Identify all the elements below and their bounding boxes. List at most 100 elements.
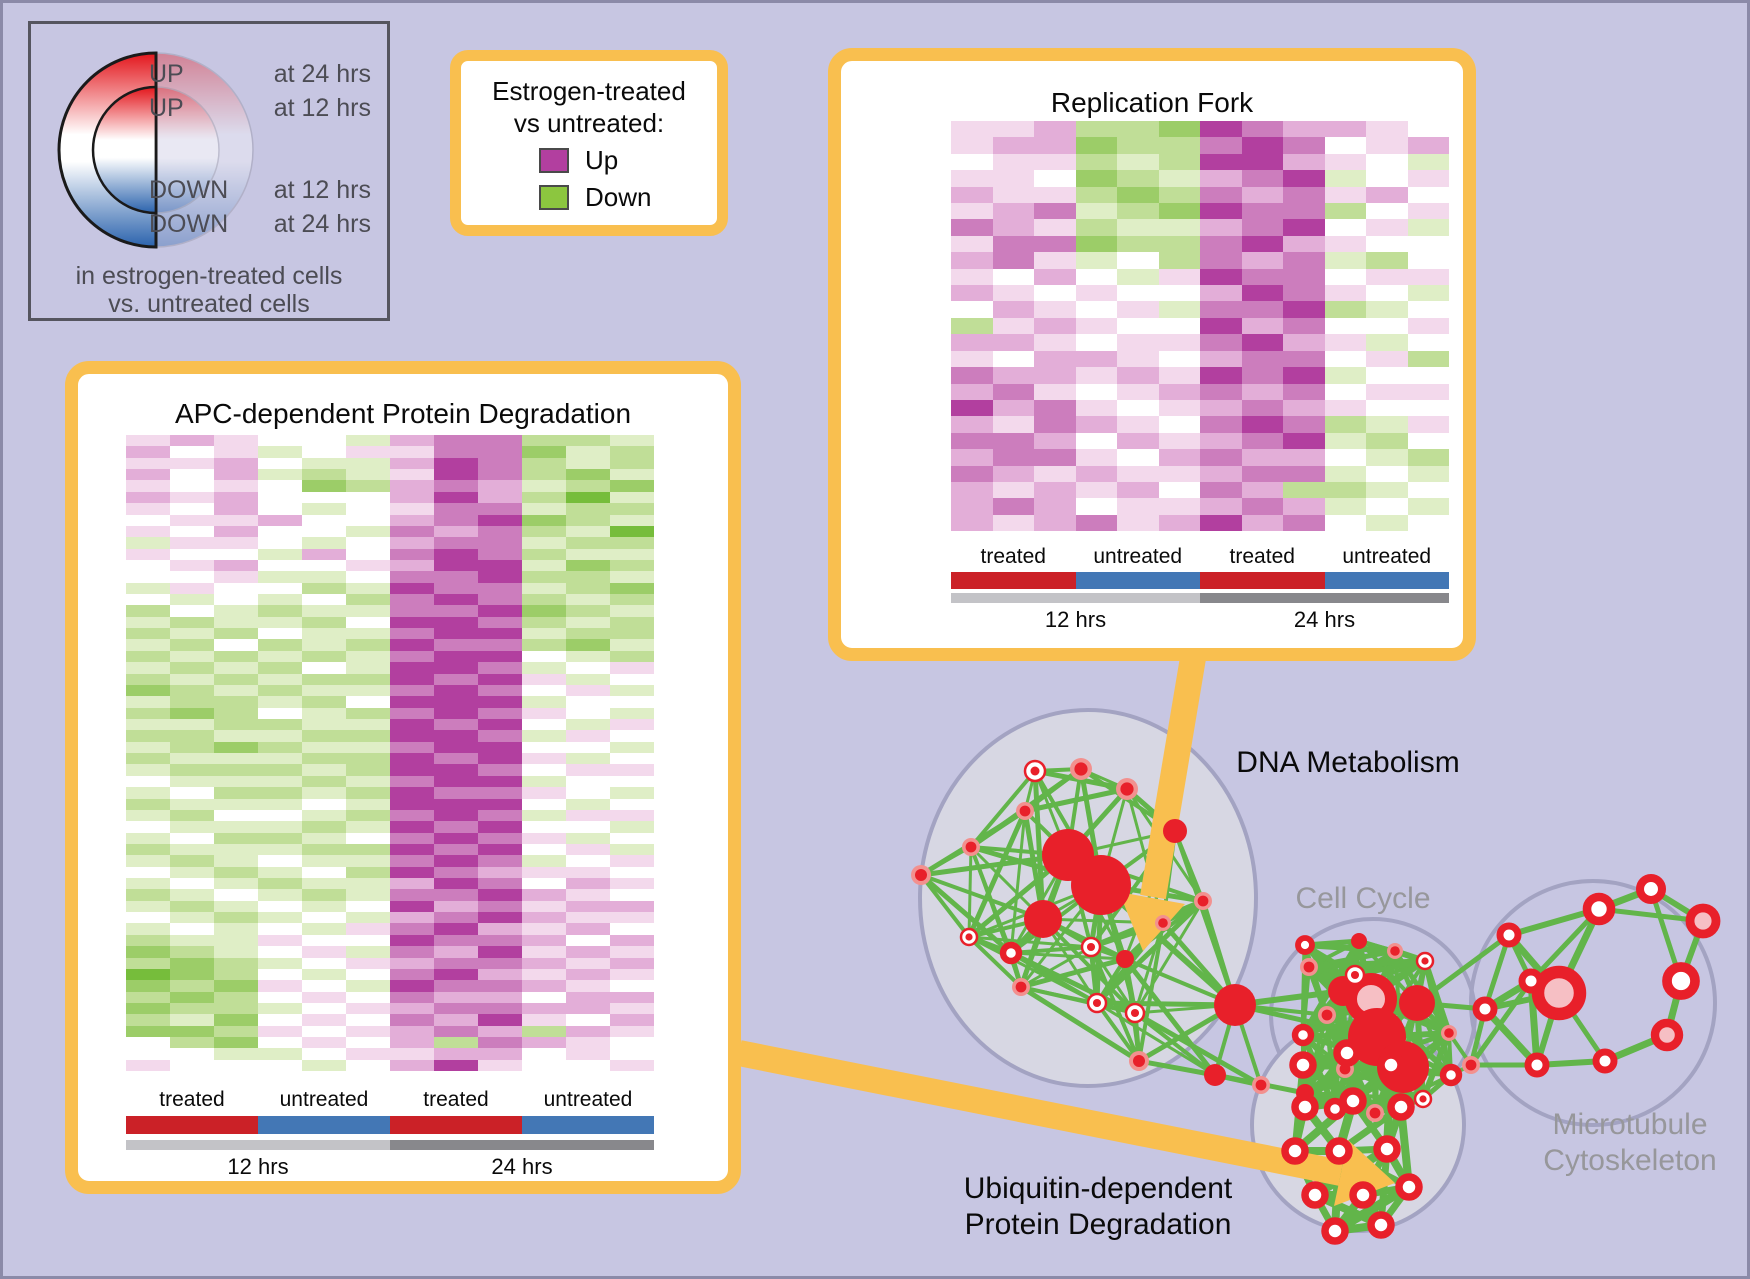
heatmap-row	[126, 1014, 654, 1026]
apc-degradation-heatmap	[126, 435, 654, 1072]
apc-12hrs-bar	[126, 1140, 390, 1150]
rf-12hrs-label: 12 hrs	[1044, 607, 1107, 632]
microtubule-label-line1: Microtubule	[1552, 1108, 1708, 1141]
rf-time-bars	[951, 593, 1449, 603]
rf-group-label-4: untreated	[1342, 545, 1432, 568]
rf-group-label-3: treated	[1229, 545, 1295, 568]
heatmap-row	[951, 317, 1449, 335]
heatmap-row	[126, 707, 654, 719]
heatmap-row	[126, 435, 654, 447]
heatmap-row	[126, 809, 654, 822]
heatmap-row	[126, 480, 654, 492]
heatmap-row	[126, 968, 654, 981]
apc-group-label-4: untreated	[543, 1088, 633, 1111]
rf-24hrs-label: 24 hrs	[1293, 607, 1356, 632]
heatmap-row	[126, 1059, 654, 1072]
replication-fork-heatmap	[951, 121, 1449, 532]
estrogen-legend-title-line1: Estrogen-treated	[492, 76, 686, 106]
heatmap-row	[126, 787, 654, 799]
heatmap-row	[951, 170, 1449, 187]
apc-treated-bar-1	[126, 1116, 258, 1134]
heatmap-row	[126, 548, 654, 560]
up-12-label: UP	[149, 94, 184, 122]
rf-group-label-2: untreated	[1093, 545, 1183, 568]
cell-cycle-label: Cell Cycle	[1295, 882, 1431, 915]
heatmap-row	[126, 741, 654, 754]
heatmap-row	[126, 559, 654, 572]
heatmap-row	[126, 684, 654, 697]
up-24-time: at 24 hrs	[273, 60, 371, 88]
heatmap-row	[126, 662, 654, 674]
heatmap-row	[951, 350, 1449, 368]
heatmap-row	[126, 889, 654, 901]
connector-arrow-head	[1334, 1140, 1395, 1206]
apc-group-label-2: untreated	[279, 1088, 369, 1111]
apc-untreated-bar-2	[522, 1116, 654, 1134]
connector-arrow-head	[1119, 892, 1185, 951]
updown-circle-legend: UP at 24 hrs UP at 12 hrs DOWN at 12 hrs…	[28, 21, 390, 321]
heatmap-row	[951, 383, 1449, 400]
rf-group-label-1: treated	[980, 545, 1046, 568]
heatmap-row	[126, 855, 654, 867]
down-12-time: at 12 hrs	[273, 176, 371, 204]
circle-legend-caption1: in estrogen-treated cells	[75, 262, 343, 290]
heatmap-row	[126, 491, 654, 504]
heatmap-row	[951, 449, 1449, 466]
dna-metabolism-label: DNA Metabolism	[1236, 746, 1460, 779]
heatmap-row	[951, 399, 1449, 417]
circle-legend-caption2: vs. untreated cells	[108, 290, 310, 318]
heatmap-row	[126, 718, 654, 731]
heatmap-row	[126, 1037, 654, 1049]
heatmap-row	[951, 334, 1449, 351]
heatmap-row	[126, 594, 654, 606]
heatmap-row	[951, 367, 1449, 384]
heatmap-row	[126, 582, 654, 595]
apc-group-label-3: treated	[423, 1088, 489, 1111]
heatmap-row	[126, 934, 654, 947]
heatmap-row	[951, 285, 1449, 302]
heatmap-row	[126, 866, 654, 879]
down-24-time: at 24 hrs	[273, 210, 371, 238]
up-color-swatch	[539, 148, 569, 173]
heatmap-row	[951, 203, 1449, 220]
heatmap-row	[951, 186, 1449, 204]
ubiquitin-label-line1: Ubiquitin-dependent	[963, 1172, 1233, 1205]
apc-time-labels: 12 hrs 24 hrs	[126, 1154, 654, 1180]
heatmap-row	[126, 525, 654, 538]
down-label: Down	[585, 182, 652, 212]
heatmap-row	[951, 252, 1449, 269]
heatmap-row	[126, 1048, 654, 1060]
heatmap-row	[126, 503, 654, 515]
microtubule-cytoskeleton-circle	[1469, 879, 1717, 1127]
legend-item-down: Down	[539, 182, 717, 213]
heatmap-row	[126, 628, 654, 640]
heatmap-row	[126, 616, 654, 629]
heatmap-row	[126, 537, 654, 549]
heatmap-row	[951, 235, 1449, 253]
heatmap-row	[126, 957, 654, 969]
heatmap-row	[951, 416, 1449, 433]
ubiquitin-degradation-label: Ubiquitin-dependent Protein Degradation	[928, 1171, 1268, 1243]
apc-12hrs-label: 12 hrs	[227, 1154, 289, 1179]
up-12-time: at 12 hrs	[273, 94, 371, 122]
heatmap-row	[951, 465, 1449, 482]
heatmap-row	[126, 469, 654, 481]
apc-treated-bar-2	[390, 1116, 522, 1134]
heatmap-row	[126, 639, 654, 651]
heatmap-row	[126, 980, 654, 992]
heatmap-row	[126, 730, 654, 742]
heatmap-row	[951, 137, 1449, 154]
replication-fork-panel: Replication Fork treated untreated treat…	[828, 48, 1476, 661]
ubiquitin-protein-degradation-circle	[1250, 1017, 1466, 1233]
heatmap-row	[126, 843, 654, 856]
heatmap-row	[951, 219, 1449, 236]
heatmap-row	[951, 481, 1449, 499]
heatmap-row	[126, 912, 654, 924]
heatmap-row	[126, 696, 654, 708]
apc-degradation-panel: APC-dependent Protein Degradation treate…	[65, 361, 741, 1194]
heatmap-row	[126, 991, 654, 1003]
heatmap-row	[126, 1002, 654, 1015]
rf-untreated-bar-2	[1324, 572, 1449, 589]
rf-condition-bars	[951, 572, 1449, 589]
